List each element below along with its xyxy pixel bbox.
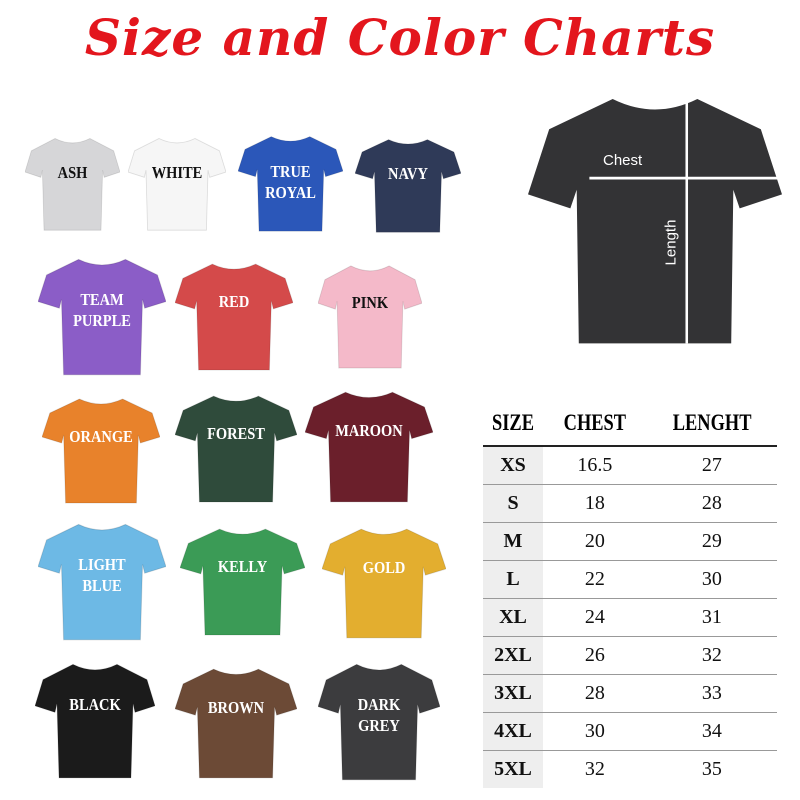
chest-cell: 30 bbox=[543, 712, 647, 751]
chest-label: Chest bbox=[603, 152, 643, 169]
color-label: PINK bbox=[351, 293, 389, 313]
tshirt-icon bbox=[25, 138, 120, 231]
color-swatch-pink: PINK bbox=[318, 262, 422, 370]
table-header-row: SIZE CHEST LENGHT bbox=[483, 400, 777, 447]
tshirt-icon bbox=[128, 138, 226, 231]
color-swatch-ash: ASH bbox=[25, 135, 120, 232]
color-label: NAVY bbox=[388, 164, 428, 184]
length-cell: 31 bbox=[646, 598, 777, 637]
size-cell: 5XL bbox=[483, 750, 543, 788]
tshirt-icon bbox=[305, 391, 433, 503]
table-row: 5XL 32 35 bbox=[483, 750, 777, 788]
length-cell: 35 bbox=[701, 758, 722, 780]
color-swatch-brown: BROWN bbox=[175, 665, 297, 780]
color-label: GOLD bbox=[362, 558, 406, 578]
color-swatch-team-purple: TEAM PURPLE bbox=[38, 255, 166, 377]
tshirt-icon bbox=[42, 398, 160, 504]
length-cell: 27 bbox=[646, 446, 777, 485]
tshirt-icon bbox=[238, 136, 343, 232]
size-table: SIZE CHEST LENGHT XS 16.5 27 S 18 28 M 20 29 L 22 30 X… bbox=[483, 400, 777, 788]
color-label: WHITE bbox=[151, 163, 203, 183]
length-cell: 28 bbox=[646, 484, 777, 523]
color-swatch-black: BLACK bbox=[35, 660, 155, 780]
tshirt-icon bbox=[38, 258, 166, 376]
length-cell: 34 bbox=[646, 712, 777, 751]
color-swatch-orange: ORANGE bbox=[42, 395, 160, 505]
table-row: XL 24 31 bbox=[483, 598, 777, 637]
color-label: TEAM PURPLE bbox=[73, 290, 131, 331]
tshirt-icon bbox=[318, 663, 440, 781]
length-cell: 33 bbox=[646, 674, 777, 713]
column-header: SIZE bbox=[489, 400, 537, 447]
table-row: 2XL 26 32 bbox=[483, 636, 777, 675]
chest-cell: 22 bbox=[543, 560, 647, 599]
table-row: M 20 29 bbox=[483, 522, 777, 561]
measurement-shirt bbox=[528, 92, 782, 348]
table-row: 4XL 30 34 bbox=[483, 712, 777, 751]
color-label: ASH bbox=[57, 163, 88, 183]
table-row: S 18 28 bbox=[483, 484, 777, 523]
size-cell: 2XL bbox=[483, 636, 543, 675]
size-cell: 3XL bbox=[483, 674, 543, 713]
chest-cell: 24 bbox=[543, 598, 647, 637]
tshirt-icon bbox=[38, 523, 166, 641]
table-row: L 22 30 bbox=[483, 560, 777, 599]
chest-cell: 18 bbox=[543, 484, 647, 523]
color-swatch-dark-grey: DARK GREY bbox=[318, 660, 440, 782]
color-label: RED bbox=[218, 292, 250, 312]
color-label: BLACK bbox=[69, 694, 121, 714]
color-label: BROWN bbox=[207, 698, 265, 718]
color-swatch-navy: NAVY bbox=[355, 136, 461, 234]
color-swatch-gold: GOLD bbox=[322, 525, 446, 640]
color-label: ORANGE bbox=[69, 426, 133, 446]
column-header: LENGHT bbox=[659, 400, 764, 447]
chest-cell: 32 bbox=[584, 758, 605, 780]
length-cell: 30 bbox=[646, 560, 777, 599]
tshirt-icon bbox=[175, 395, 297, 503]
size-cell: M bbox=[483, 522, 543, 561]
chest-cell: 16.5 bbox=[543, 446, 647, 485]
tshirt-icon bbox=[35, 663, 155, 779]
chest-cell: 26 bbox=[543, 636, 647, 675]
length-cell: 29 bbox=[646, 522, 777, 561]
tshirt-icon bbox=[355, 139, 461, 233]
chest-cell: 28 bbox=[543, 674, 647, 713]
size-cell: L bbox=[483, 560, 543, 599]
color-swatch-red: RED bbox=[175, 260, 293, 372]
color-swatch-white: WHITE bbox=[128, 135, 226, 232]
tshirt-icon bbox=[175, 263, 293, 371]
color-swatch-kelly: KELLY bbox=[180, 525, 305, 637]
color-swatch-light-blue: LIGHT BLUE bbox=[38, 520, 166, 642]
color-swatch-maroon: MAROON bbox=[305, 388, 433, 504]
color-label: KELLY bbox=[217, 557, 268, 577]
tshirt-icon bbox=[175, 668, 297, 779]
size-cell: XS bbox=[483, 446, 543, 485]
page-title: Size and Color Charts bbox=[84, 8, 716, 67]
size-cell: 4XL bbox=[483, 712, 543, 751]
table-row: XS 16.5 27 bbox=[483, 446, 777, 485]
color-label: FOREST bbox=[207, 424, 265, 444]
color-label: DARK GREY bbox=[357, 695, 401, 736]
tshirt-measurement-icon bbox=[528, 98, 782, 344]
color-label: LIGHT BLUE bbox=[78, 555, 126, 596]
size-cell: S bbox=[483, 484, 543, 523]
length-cell: 32 bbox=[646, 636, 777, 675]
color-swatch-forest: FOREST bbox=[175, 392, 297, 504]
tshirt-icon bbox=[322, 528, 446, 639]
table-row: 3XL 28 33 bbox=[483, 674, 777, 713]
color-label: TRUE ROYAL bbox=[265, 162, 316, 202]
length-label: Length bbox=[662, 219, 680, 266]
color-swatch-true-royal: TRUE ROYAL bbox=[238, 133, 343, 233]
tshirt-icon bbox=[318, 265, 422, 369]
table-body: XS 16.5 27 S 18 28 M 20 29 L 22 30 XL 24 31 2XL 26 32 3XL 2… bbox=[483, 446, 777, 788]
size-cell: XL bbox=[483, 598, 543, 637]
color-label: MAROON bbox=[335, 421, 403, 441]
column-header: CHEST bbox=[553, 400, 637, 447]
chest-cell: 20 bbox=[543, 522, 647, 561]
tshirt-icon bbox=[180, 528, 305, 636]
